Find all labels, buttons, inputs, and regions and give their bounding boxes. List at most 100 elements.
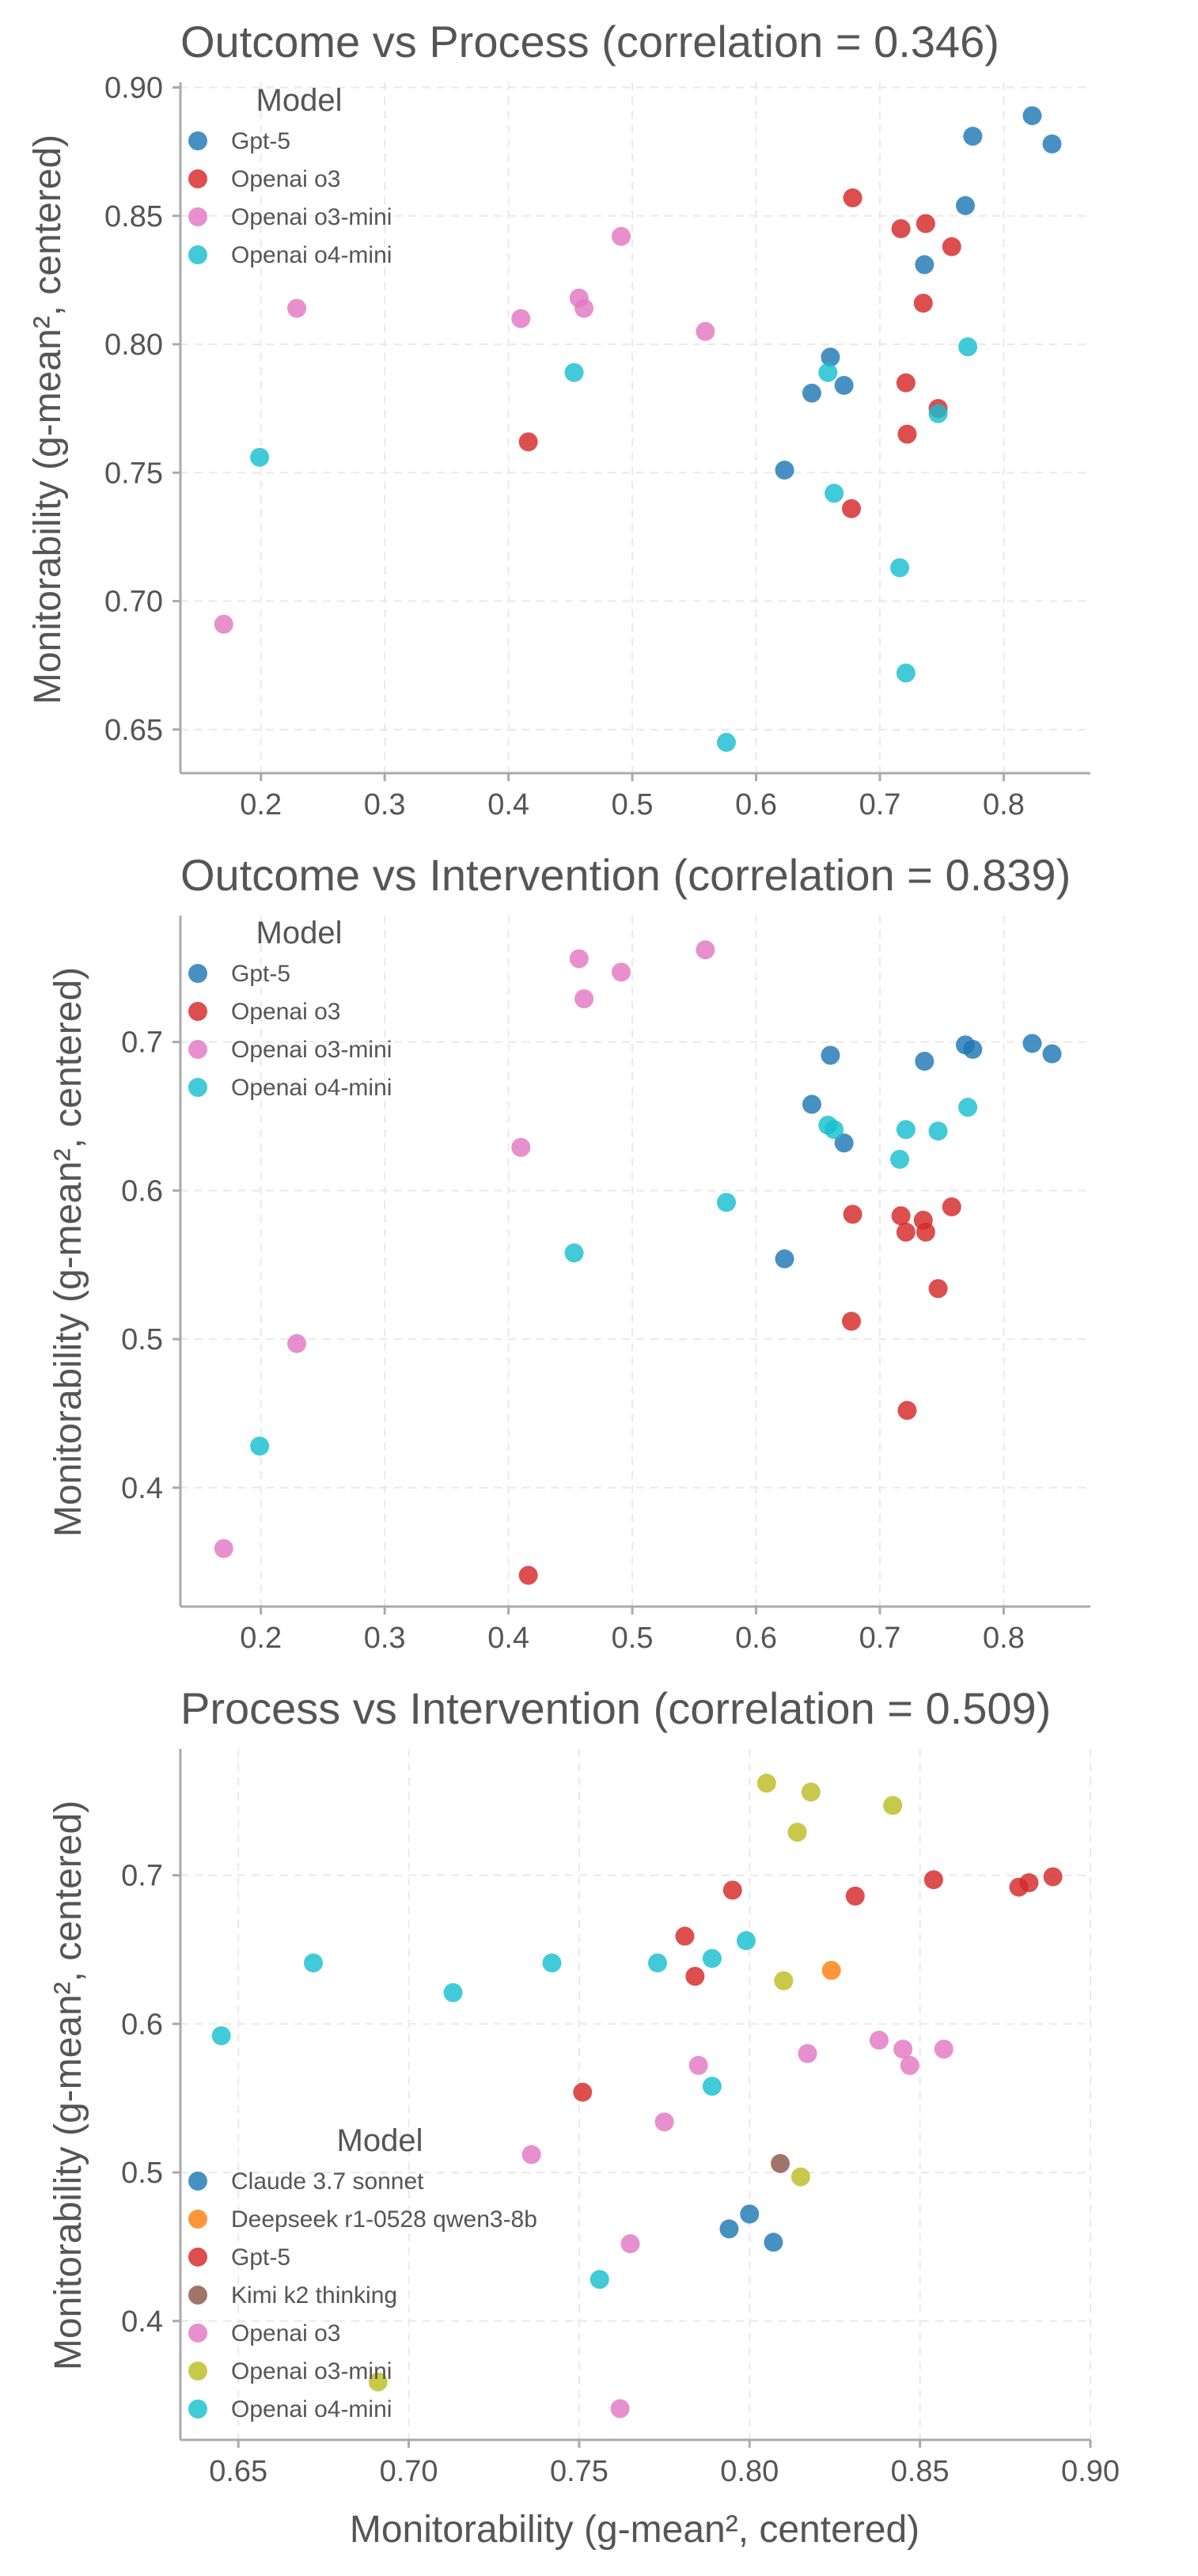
- x-tick-label: 0.90: [1061, 2455, 1120, 2488]
- legend-label-gpt-5: Gpt-5: [231, 128, 290, 154]
- legend-marker-gpt-5: [188, 131, 207, 150]
- legend-label-openai-o3: Openai o3: [231, 2320, 340, 2346]
- legend-marker-openai-o3-mini: [188, 2362, 207, 2381]
- point-openai-o3: [842, 1311, 862, 1331]
- panel-2-grid: [180, 916, 1090, 1607]
- point-openai-o4-mini: [896, 663, 916, 683]
- point-gpt-5: [834, 1133, 854, 1153]
- point-gpt-5: [722, 1880, 742, 1900]
- point-openai-o4-mini: [736, 1931, 756, 1951]
- x-tick-label: 0.2: [240, 788, 282, 821]
- point-openai-o3: [900, 2055, 919, 2075]
- legend-label-gpt-5: Gpt-5: [231, 2244, 290, 2271]
- panel-1-y-ticks: 0.65 0.70 0.75 0.80 0.85 0.90: [104, 71, 180, 747]
- point-gpt-5: [915, 1051, 935, 1071]
- x-tick-label: 0.8: [983, 1622, 1025, 1655]
- panel-2-x-ticks: 0.2 0.3 0.4 0.5 0.6 0.7 0.8: [240, 1607, 1025, 1655]
- point-gpt-5: [1019, 1872, 1039, 1892]
- legend-label-openai-o4-mini: Openai o4-mini: [231, 242, 392, 268]
- y-tick-label: 0.7: [121, 1860, 163, 1893]
- legend-marker-openai-o3: [188, 1002, 207, 1021]
- point-gpt-5: [1042, 1044, 1062, 1064]
- panel-2-title: Outcome vs Intervention (correlation = 0…: [180, 850, 1071, 900]
- point-openai-o3: [654, 2112, 674, 2132]
- point-openai-o4-mini: [825, 1120, 844, 1140]
- point-openai-o3-mini: [287, 1334, 307, 1353]
- point-deepseek-r1-0528-qwen3-8b: [821, 1960, 841, 1980]
- point-openai-o3: [934, 2039, 953, 2059]
- point-gpt-5: [955, 195, 975, 215]
- point-openai-o4-mini: [702, 2077, 722, 2096]
- panel-1: Outcome vs Process (correlation = 0.346)…: [27, 17, 1090, 821]
- legend-marker-openai-o4-mini: [188, 1078, 207, 1097]
- point-openai-o4-mini: [890, 1149, 910, 1169]
- panel-3-x-ticks: 0.65 0.70 0.75 0.80 0.85 0.90: [209, 2440, 1120, 2488]
- y-tick-label: 0.6: [121, 2008, 163, 2041]
- legend-label-kimi-k2-thinking: Kimi k2 thinking: [231, 2282, 397, 2309]
- panel-3-legend: Model Claude 3.7 sonnet Deepseek r1-0528 q…: [188, 2123, 537, 2422]
- legend-marker-gpt-5: [188, 964, 207, 983]
- panel-2-legend: Model Gpt-5 Openai o3 Openai o3-mini Openai …: [188, 916, 392, 1101]
- panel-1-points: [214, 106, 1062, 753]
- point-openai-o3: [610, 2399, 630, 2419]
- x-tick-label: 0.6: [735, 788, 777, 821]
- point-gpt-5: [802, 383, 821, 403]
- point-openai-o3-mini: [790, 2167, 810, 2187]
- point-openai-o3-mini: [787, 1823, 807, 1842]
- point-openai-o3: [916, 1222, 935, 1242]
- point-openai-o4-mini: [211, 2026, 231, 2046]
- point-openai-o3: [897, 1401, 917, 1421]
- panel-2-points: [214, 940, 1062, 1585]
- point-gpt-5: [821, 347, 840, 367]
- point-openai-o4-mini: [542, 1953, 562, 1973]
- point-gpt-5: [775, 1249, 794, 1269]
- point-gpt-5: [834, 375, 854, 395]
- x-tick-label: 0.65: [209, 2455, 267, 2488]
- y-tick-label: 0.5: [121, 2157, 163, 2190]
- point-openai-o4-mini: [890, 558, 910, 578]
- point-openai-o4-mini: [928, 1121, 948, 1141]
- y-tick-label: 0.90: [104, 71, 163, 104]
- legend-marker-openai-o4-mini: [188, 2400, 207, 2419]
- point-gpt-5: [1042, 134, 1062, 154]
- legend-marker-openai-o4-mini: [188, 245, 207, 264]
- point-openai-o4-mini: [564, 362, 584, 382]
- legend-label-openai-o3-mini: Openai o3-mini: [231, 2358, 392, 2384]
- point-openai-o3: [518, 432, 538, 452]
- point-openai-o3-mini: [883, 1796, 903, 1815]
- point-kimi-k2-thinking: [771, 2153, 790, 2173]
- point-openai-o4-mini: [303, 1953, 323, 1973]
- point-openai-o4-mini: [647, 1953, 667, 1973]
- x-tick-label: 0.4: [487, 1622, 529, 1655]
- point-openai-o3: [916, 214, 935, 233]
- point-gpt-5: [1022, 1034, 1042, 1053]
- point-gpt-5: [845, 1886, 865, 1906]
- y-tick-label: 0.5: [121, 1323, 163, 1356]
- point-openai-o4-mini: [818, 362, 838, 382]
- point-gpt-5: [675, 1926, 695, 1946]
- panel-2: Outcome vs Intervention (correlation = 0…: [47, 850, 1090, 1655]
- panel-3-axes: [179, 1749, 1090, 2441]
- point-openai-o3-mini: [511, 309, 531, 328]
- legend-title: Model: [256, 916, 343, 950]
- point-openai-o3: [891, 218, 911, 238]
- point-openai-o3: [942, 1197, 961, 1216]
- point-openai-o3: [928, 1279, 948, 1299]
- point-openai-o3-mini: [574, 989, 594, 1009]
- panel-1-legend: Model Gpt-5 Openai o3 Openai o3-mini Openai …: [188, 83, 392, 268]
- panel-3-xlabel: Monitorability (g-mean², centered): [350, 2509, 919, 2551]
- point-gpt-5: [923, 1870, 943, 1890]
- panel-2-axes: [179, 916, 1090, 1608]
- point-openai-o3-mini: [696, 321, 715, 341]
- point-openai-o3-mini: [574, 298, 594, 318]
- legend-marker-openai-o3-mini: [188, 1040, 207, 1059]
- point-openai-o4-mini: [958, 1098, 978, 1117]
- x-tick-label: 0.7: [859, 1622, 901, 1655]
- panel-3-y-ticks: 0.4 0.5 0.6 0.7: [121, 1860, 180, 2339]
- legend-label-openai-o3-mini: Openai o3-mini: [231, 1037, 392, 1063]
- panel-2-ylabel: Monitorability (g-mean², centered): [47, 967, 89, 1537]
- point-openai-o3: [891, 1206, 911, 1226]
- point-openai-o3-mini: [214, 1538, 233, 1558]
- point-openai-o3-mini: [774, 1971, 794, 1990]
- point-openai-o3: [798, 2043, 817, 2063]
